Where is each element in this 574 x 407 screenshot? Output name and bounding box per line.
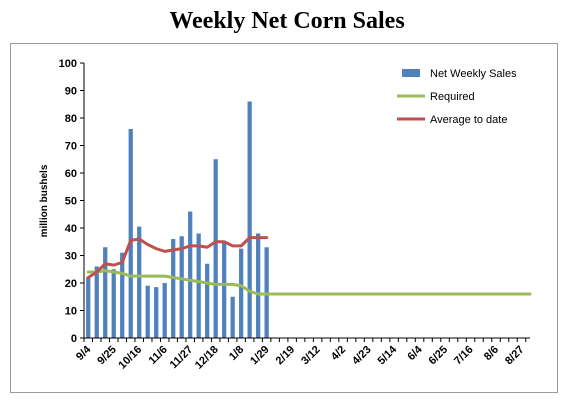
bar-week-12: [179, 236, 184, 338]
y-tick-label: 80: [65, 113, 77, 125]
bar-week-3: [103, 247, 108, 338]
x-tick-label: 1/29: [248, 344, 272, 368]
x-tick-label: 12/18: [193, 344, 221, 372]
bar-week-6: [128, 129, 133, 338]
bar-week-21: [256, 233, 261, 338]
chart-frame: [10, 43, 558, 393]
x-tick-label: 6/25: [427, 344, 451, 368]
x-tick-label: 4/23: [350, 344, 374, 368]
y-tick-label: 70: [65, 141, 77, 153]
y-tick-label: 100: [59, 58, 77, 70]
x-tick-label: 5/14: [376, 343, 400, 367]
bar-week-18: [230, 296, 235, 338]
y-tick-label: 90: [65, 86, 77, 98]
x-tick-label: 1/8: [227, 344, 246, 363]
legend-label: Average to date: [430, 114, 507, 126]
bar-week-7: [137, 226, 142, 339]
y-tick-label: 60: [65, 168, 77, 180]
x-tick-label: 9/25: [95, 344, 119, 368]
legend-label: Net Weekly Sales: [430, 68, 517, 80]
x-tick-label: 3/12: [299, 344, 323, 368]
bar-week-16: [213, 159, 218, 338]
bar-week-2: [94, 266, 99, 338]
chart-title: Weekly Net Corn Sales: [169, 8, 405, 34]
legend-swatch-net-weekly-sales: [402, 69, 420, 77]
y-tick-label: 10: [65, 306, 77, 318]
average-to-date-line: [86, 236, 269, 279]
bar-week-11: [171, 239, 176, 338]
required-line: [86, 269, 532, 296]
x-tick-label: 9/4: [74, 343, 94, 363]
bar-week-13: [188, 211, 193, 338]
y-axis-label: million bushels: [39, 164, 50, 237]
x-tick-label: 11/27: [168, 344, 196, 372]
bar-week-1: [86, 277, 91, 338]
bar-week-10: [162, 283, 167, 338]
x-tick-label: 11/6: [147, 344, 170, 367]
bar-week-20: [247, 101, 252, 338]
x-tick-label: 7/16: [452, 344, 476, 368]
y-tick-label: 40: [65, 223, 77, 235]
bar-week-4: [111, 269, 116, 338]
x-tick-label: 8/27: [503, 344, 527, 368]
bar-week-9: [154, 287, 159, 339]
x-tick-label: 6/4: [405, 343, 425, 363]
x-tick-label: 2/19: [274, 344, 298, 368]
bar-week-17: [222, 241, 227, 338]
bar-week-14: [196, 233, 201, 338]
y-tick-label: 30: [65, 251, 77, 263]
y-tick-label: 20: [65, 278, 77, 290]
bar-week-5: [120, 252, 125, 338]
x-tick-label: 8/6: [482, 344, 501, 363]
y-tick-label: 50: [65, 196, 77, 208]
y-tick-label: 0: [71, 333, 77, 345]
x-tick-label: 4/2: [329, 344, 348, 363]
bar-week-15: [205, 263, 210, 338]
legend-label: Required: [430, 91, 475, 103]
bar-week-8: [145, 285, 150, 338]
bar-week-19: [239, 248, 244, 339]
x-tick-label: 10/16: [116, 344, 144, 372]
